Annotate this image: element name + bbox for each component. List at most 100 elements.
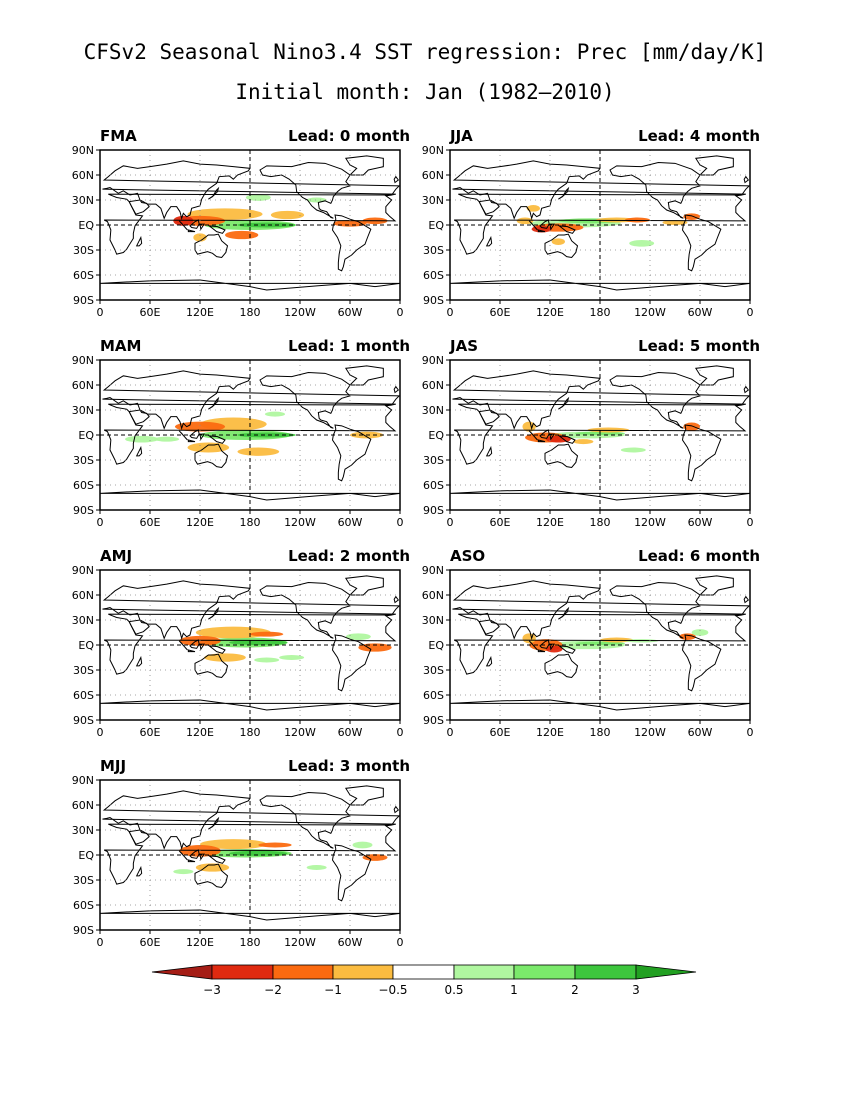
coastline xyxy=(344,575,384,596)
map-panel: ASO Lead: 6 month 90N 60N 30N EQ 30S 60S 90S 0 6… xyxy=(410,547,780,739)
lon-tick-label: 120E xyxy=(186,936,214,949)
coastline xyxy=(450,489,750,501)
coastline xyxy=(344,785,384,806)
coastline xyxy=(537,649,546,653)
coastline xyxy=(681,214,722,272)
coastline xyxy=(259,791,351,849)
lat-tick-label: 30S xyxy=(423,454,444,467)
coastline xyxy=(102,160,400,221)
lat-tick-label: 30N xyxy=(422,404,444,417)
coastline xyxy=(189,219,200,229)
lat-tick-label: 30N xyxy=(72,614,94,627)
season-label: JJA xyxy=(450,127,473,145)
colorbar-tick-label: −3 xyxy=(203,983,221,997)
coastline xyxy=(478,199,500,215)
coastline xyxy=(259,161,351,219)
lat-tick-label: 60N xyxy=(422,169,444,182)
coastline xyxy=(187,859,196,863)
lat-tick-label: 60N xyxy=(72,589,94,602)
anomaly-patch xyxy=(522,421,536,432)
lon-tick-label: 120W xyxy=(284,726,316,739)
lat-tick-label: 90N xyxy=(72,564,94,577)
coastline xyxy=(199,643,206,651)
coastline xyxy=(528,640,538,651)
coastline xyxy=(178,640,188,651)
coastline xyxy=(393,385,400,394)
coastline xyxy=(128,619,150,635)
lon-tick-label: 60W xyxy=(338,306,363,319)
season-label: MJJ xyxy=(100,757,127,775)
coastline xyxy=(452,580,750,641)
lat-tick-label: 30S xyxy=(73,874,94,887)
coastline xyxy=(331,844,372,902)
anomaly-patch xyxy=(522,633,536,644)
anomaly-patch xyxy=(620,447,646,453)
coastline xyxy=(135,235,143,247)
colorbar-swatch xyxy=(574,964,637,980)
lon-tick-label: 120E xyxy=(186,726,214,739)
lon-tick-label: 0 xyxy=(447,516,454,529)
coastline xyxy=(528,430,538,441)
lat-tick-label: 60S xyxy=(73,689,94,702)
lon-tick-label: 0 xyxy=(447,306,454,319)
lat-tick-label: 30S xyxy=(73,664,94,677)
lon-tick-label: 0 xyxy=(397,306,404,319)
coastline xyxy=(344,155,384,176)
anomaly-patch xyxy=(125,435,159,443)
coastline xyxy=(194,233,229,259)
lon-tick-label: 120E xyxy=(186,306,214,319)
lat-tick-label: 60S xyxy=(423,689,444,702)
anomaly-patch xyxy=(173,215,194,226)
coastline xyxy=(453,193,747,255)
lat-tick-label: 60S xyxy=(73,479,94,492)
coastline xyxy=(135,865,143,877)
lat-tick-label: EQ xyxy=(428,219,444,232)
coastline xyxy=(557,435,576,444)
coastline xyxy=(609,581,701,639)
lon-tick-label: 60E xyxy=(140,516,161,529)
coastline xyxy=(743,385,750,394)
lon-tick-label: 120W xyxy=(284,306,316,319)
coastline xyxy=(485,235,493,247)
coastline xyxy=(485,445,493,457)
lat-tick-label: EQ xyxy=(428,639,444,652)
anomaly-patch xyxy=(154,436,180,442)
lat-tick-label: 30N xyxy=(72,824,94,837)
map-panel: FMA Lead: 0 month 90N 60N 30N EQ 30S 60S 90S 0 6… xyxy=(60,127,430,319)
coastline xyxy=(452,370,750,431)
coastline xyxy=(393,175,400,184)
colorbar-swatch xyxy=(513,964,576,980)
lat-tick-label: 30S xyxy=(73,244,94,257)
anomaly-patch xyxy=(683,422,700,431)
coastline xyxy=(128,199,150,215)
anomaly-patch xyxy=(551,238,565,245)
coastline xyxy=(549,643,556,651)
colorbar-tick-label: 1 xyxy=(510,983,518,997)
lat-tick-label: 60N xyxy=(422,589,444,602)
coastline xyxy=(208,186,220,200)
coastline xyxy=(208,606,220,620)
coastline xyxy=(187,439,196,443)
coastline xyxy=(393,595,400,604)
coastline xyxy=(539,639,550,649)
lat-tick-label: 90S xyxy=(73,504,94,517)
anomaly-patch xyxy=(225,230,259,240)
colorbar-tick-label: −1 xyxy=(324,983,342,997)
coastline xyxy=(178,220,188,231)
coastline xyxy=(207,855,226,864)
coastline xyxy=(199,223,206,231)
coastline xyxy=(743,595,750,604)
coastline xyxy=(178,850,188,861)
lat-tick-label: 90S xyxy=(423,714,444,727)
coastline xyxy=(102,790,400,851)
coastline xyxy=(694,155,734,176)
coastline xyxy=(103,823,397,885)
lat-tick-label: 90S xyxy=(73,924,94,937)
lon-tick-label: 0 xyxy=(747,726,754,739)
lat-tick-label: 30S xyxy=(423,664,444,677)
lon-tick-label: 0 xyxy=(397,516,404,529)
anomaly-patch xyxy=(237,447,280,456)
coastline xyxy=(194,653,229,679)
